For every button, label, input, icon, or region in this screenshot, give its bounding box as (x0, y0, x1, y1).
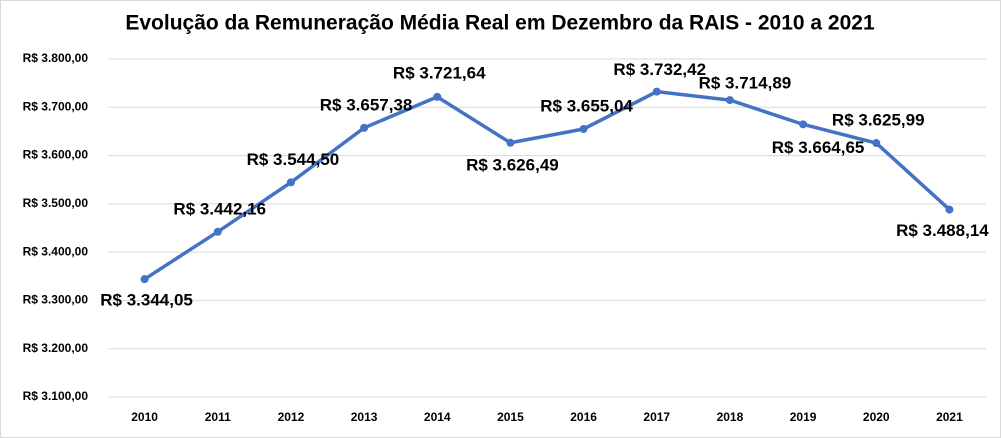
x-tick-label: 2012 (278, 410, 305, 424)
marker (433, 92, 442, 101)
x-tick-label: 2016 (570, 410, 597, 424)
marker (725, 96, 734, 105)
marker (652, 87, 661, 96)
y-tick-label: R$ 3.500,00 (23, 196, 89, 210)
marker (140, 275, 149, 284)
line (143, 89, 951, 281)
x-tick-label: 2021 (936, 410, 963, 424)
value-label: R$ 3.732,42 (613, 60, 706, 79)
y-tick-label: R$ 3.700,00 (23, 99, 89, 113)
value-label: R$ 3.657,38 (320, 95, 413, 114)
x-tick-label: 2018 (717, 410, 744, 424)
value-label: R$ 3.488,14 (896, 221, 989, 240)
y-tick-label: R$ 3.200,00 (23, 341, 89, 355)
marker (360, 123, 369, 132)
value-label: R$ 3.626,49 (466, 155, 559, 174)
chart-title: Evolução da Remuneração Média Real em De… (125, 12, 875, 35)
y-tick-label: R$ 3.100,00 (23, 389, 89, 403)
value-label: R$ 3.655,04 (540, 96, 633, 115)
marker (579, 124, 588, 133)
x-tick-label: 2015 (497, 410, 524, 424)
value-label: R$ 3.544,50 (247, 150, 340, 169)
x-tick-label: 2013 (351, 410, 378, 424)
y-tick-label: R$ 3.400,00 (23, 244, 89, 258)
marker (799, 120, 808, 129)
value-label: R$ 3.721,64 (393, 63, 486, 82)
x-tick-label: 2014 (424, 410, 451, 424)
value-label: R$ 3.625,99 (832, 111, 925, 130)
value-label: R$ 3.344,05 (100, 291, 193, 310)
value-label: R$ 3.664,65 (772, 138, 865, 157)
x-tick-label: 2019 (790, 410, 817, 424)
marker (213, 227, 222, 236)
marker (286, 178, 295, 187)
x-tick-label: 2011 (205, 410, 231, 424)
x-tick-label: 2010 (131, 410, 158, 424)
y-tick-label: R$ 3.300,00 (23, 293, 89, 307)
marker (872, 139, 881, 148)
x-tick-label: 2020 (863, 410, 890, 424)
marker (945, 205, 954, 214)
x-tick-label: 2017 (643, 410, 670, 424)
y-tick-label: R$ 3.800,00 (23, 51, 89, 65)
value-label: R$ 3.714,89 (699, 74, 792, 93)
value-label: R$ 3.442,16 (173, 199, 266, 218)
marker (506, 138, 515, 147)
y-tick-label: R$ 3.600,00 (23, 148, 89, 162)
